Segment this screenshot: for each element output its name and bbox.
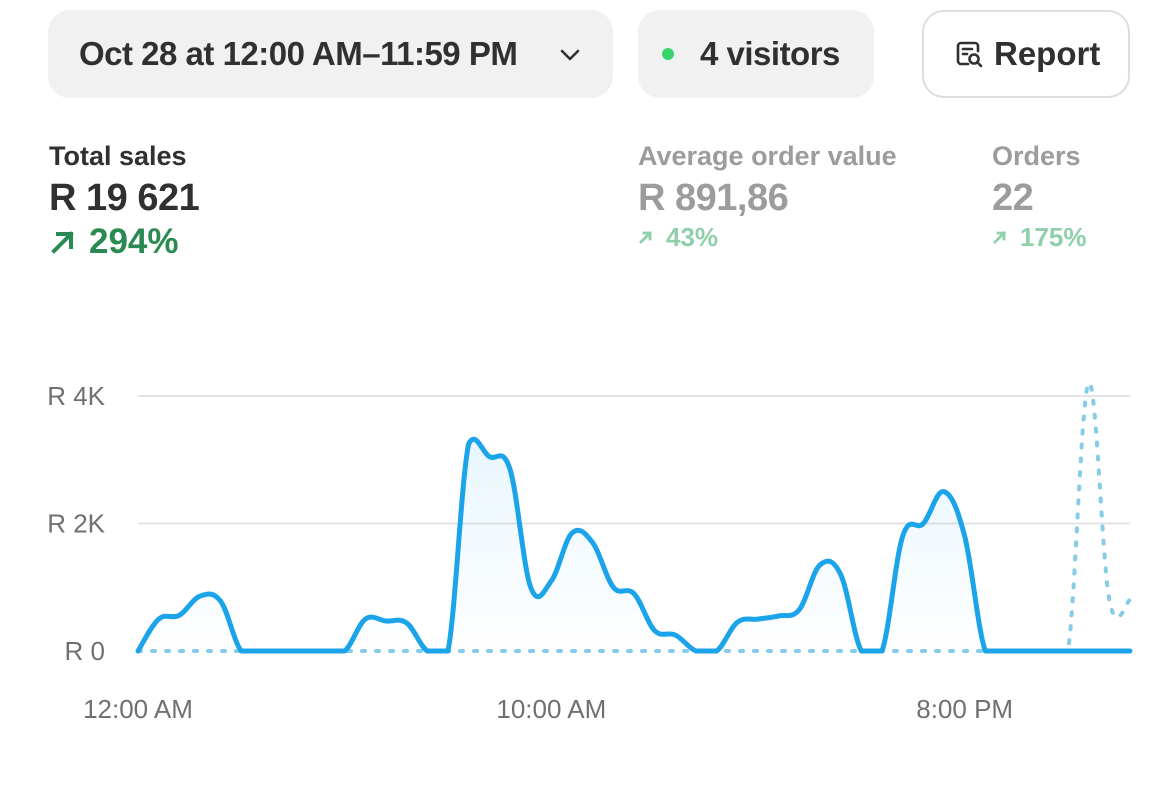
arrow-up-right-icon (639, 231, 652, 244)
live-visitors-button[interactable]: 4 visitors (638, 10, 874, 98)
visitors-count: 4 visitors (700, 35, 840, 72)
metric-change: 43% (638, 222, 897, 252)
metric-change: 175% (992, 222, 1087, 252)
metric-change: 294% (49, 222, 199, 262)
y-tick-label: R 4K (47, 381, 105, 411)
metric-value: 22 (992, 177, 1034, 219)
y-tick-label: R 0 (65, 636, 105, 666)
date-range-selector[interactable]: Oct 28 at 12:00 AM–11:59 PM (48, 10, 613, 98)
report-button[interactable]: Report (922, 10, 1130, 98)
metric-change-value: 175% (1020, 222, 1087, 252)
metric-change-value: 43% (666, 222, 719, 252)
x-tick-label: 8:00 PM (916, 694, 1013, 724)
y-tick-label: R 2K (47, 509, 105, 539)
metric-total-sales[interactable]: Total sales R 19 621 294% (49, 138, 200, 262)
live-dot-icon (662, 48, 674, 60)
x-tick-label: 12:00 AM (83, 694, 193, 724)
metric-value: R 891,86 (638, 177, 789, 219)
chevron-down-icon (560, 49, 580, 61)
arrow-up-right-icon (51, 231, 74, 254)
metric-average-order-value[interactable]: Average order value R 891,86 43% (638, 138, 897, 252)
metric-change-value: 294% (89, 222, 179, 261)
x-tick-label: 10:00 AM (496, 694, 606, 724)
metric-value: R 19 621 (49, 177, 200, 219)
date-range-label: Oct 28 at 12:00 AM–11:59 PM (79, 35, 518, 72)
metric-orders[interactable]: Orders 22 175% (992, 138, 1087, 252)
metric-label: Total sales (49, 141, 187, 171)
metric-label: Average order value (638, 141, 897, 171)
series-area (138, 439, 1130, 651)
arrow-up-right-icon (993, 231, 1006, 244)
report-label: Report (994, 35, 1101, 72)
series-line-current-period (135, 436, 1133, 654)
metric-label: Orders (992, 141, 1081, 171)
report-search-icon (956, 41, 983, 68)
